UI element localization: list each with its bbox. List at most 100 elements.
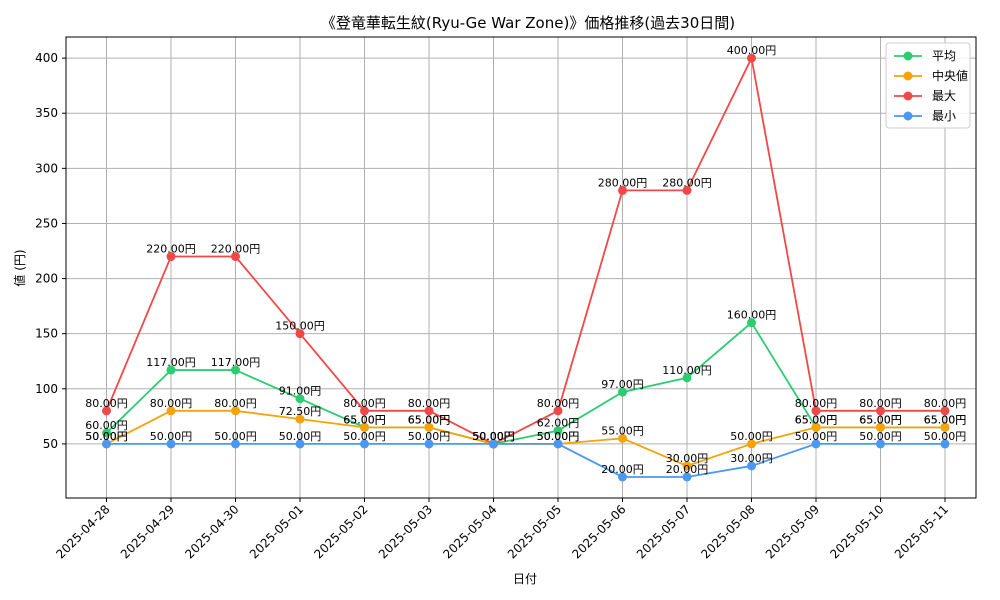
y-tick-label: 200 xyxy=(35,272,58,286)
data-label: 55.00円 xyxy=(601,424,644,437)
data-label: 97.00円 xyxy=(601,378,644,391)
data-point xyxy=(682,373,692,383)
data-point xyxy=(747,461,756,471)
y-tick-label: 300 xyxy=(35,161,58,175)
data-point xyxy=(295,414,305,424)
y-axis: 50 100 150 200 250 300 350 400 xyxy=(35,51,66,451)
data-point xyxy=(166,439,176,449)
data-label: 20.00円 xyxy=(666,463,709,476)
data-label: 50.00円 xyxy=(150,430,193,443)
x-tick-label: 2025-05-11 xyxy=(892,502,951,561)
data-label: 50.00円 xyxy=(472,430,515,443)
x-tick-label: 2025-05-04 xyxy=(440,502,499,561)
data-point xyxy=(553,406,563,416)
data-label: 160.00円 xyxy=(727,309,777,322)
data-label: 50.00円 xyxy=(795,430,838,443)
data-point xyxy=(876,422,885,432)
data-point xyxy=(489,439,498,449)
data-label: 65.00円 xyxy=(408,413,451,426)
data-point xyxy=(747,53,756,63)
data-label: 80.00円 xyxy=(859,397,902,410)
data-label: 50.00円 xyxy=(472,430,515,443)
data-label: 80.00円 xyxy=(150,397,193,410)
data-label: 80.00円 xyxy=(537,397,580,410)
data-point xyxy=(424,422,434,432)
data-label: 60.00円 xyxy=(85,419,128,432)
data-point xyxy=(747,318,756,328)
data-point xyxy=(940,406,950,416)
x-tick-label: 2025-05-03 xyxy=(376,502,435,561)
data-label: 220.00円 xyxy=(146,243,196,256)
data-labels: 60.00円 117.00円 117.00円 91.00円 65.00円 65.00円 50… xyxy=(85,44,966,476)
x-tick-label: 2025-05-06 xyxy=(569,502,628,561)
data-point xyxy=(231,252,240,262)
x-tick-label: 2025-05-09 xyxy=(763,502,822,561)
data-label: 50.00円 xyxy=(730,430,773,443)
data-label: 30.00円 xyxy=(666,452,709,465)
data-label: 65.00円 xyxy=(795,413,838,426)
data-label: 50.00円 xyxy=(537,430,580,443)
series-line-平均 xyxy=(105,321,945,445)
data-label: 65.00円 xyxy=(924,413,967,426)
y-tick-label: 100 xyxy=(35,382,58,396)
data-label: 50.00円 xyxy=(279,430,322,443)
series-line-最大 xyxy=(105,55,945,445)
y-tick-label: 250 xyxy=(35,216,58,230)
data-point xyxy=(618,433,627,443)
data-point xyxy=(618,185,627,195)
y-axis-label: 値 (円) xyxy=(12,249,27,286)
legend-box xyxy=(885,42,971,129)
data-label: 110.00円 xyxy=(662,364,712,377)
data-point xyxy=(360,406,369,416)
data-label: 400.00円 xyxy=(727,44,777,57)
data-label: 117.00円 xyxy=(211,356,261,369)
data-point xyxy=(166,252,176,262)
data-label: 62.00円 xyxy=(537,417,580,430)
data-point xyxy=(940,422,950,432)
legend-marker xyxy=(903,91,913,101)
data-label: 50.00円 xyxy=(214,430,257,443)
data-point xyxy=(424,406,434,416)
data-label: 91.00円 xyxy=(279,385,322,398)
data-point xyxy=(811,439,821,449)
data-point xyxy=(102,428,111,438)
data-point xyxy=(424,439,434,449)
data-point xyxy=(102,439,111,449)
data-label: 65.00円 xyxy=(859,413,902,426)
data-label: 50.00円 xyxy=(472,430,515,443)
data-point xyxy=(811,406,821,416)
data-point xyxy=(360,422,369,432)
data-label: 80.00円 xyxy=(924,397,967,410)
data-label: 50.00円 xyxy=(85,430,128,443)
data-point xyxy=(553,439,563,449)
data-label: 50.00円 xyxy=(472,430,515,443)
data-point xyxy=(940,439,950,449)
data-point xyxy=(360,439,369,449)
x-tick-label: 2025-05-02 xyxy=(311,502,370,561)
data-point xyxy=(682,461,692,471)
data-point xyxy=(618,472,627,482)
x-tick-label: 2025-05-07 xyxy=(634,502,693,561)
data-point xyxy=(553,426,563,436)
plot-frame xyxy=(65,36,977,499)
data-label: 65.00円 xyxy=(408,413,451,426)
data-point xyxy=(876,406,885,416)
data-point xyxy=(295,329,305,339)
x-tick-label: 2025-04-28 xyxy=(53,502,112,561)
data-point xyxy=(231,439,240,449)
legend-marker xyxy=(903,111,913,121)
legend-label: 最小 xyxy=(932,109,956,123)
x-tick-label: 2025-05-01 xyxy=(247,502,306,561)
data-point xyxy=(231,406,240,416)
data-label: 80.00円 xyxy=(85,397,128,410)
data-label: 50.00円 xyxy=(537,430,580,443)
data-point xyxy=(295,439,305,449)
x-axis-label: 日付 xyxy=(513,572,537,586)
data-point xyxy=(682,185,692,195)
data-label: 117.00円 xyxy=(146,356,196,369)
data-point xyxy=(811,422,821,432)
grid xyxy=(66,37,976,498)
data-label: 65.00円 xyxy=(343,413,386,426)
